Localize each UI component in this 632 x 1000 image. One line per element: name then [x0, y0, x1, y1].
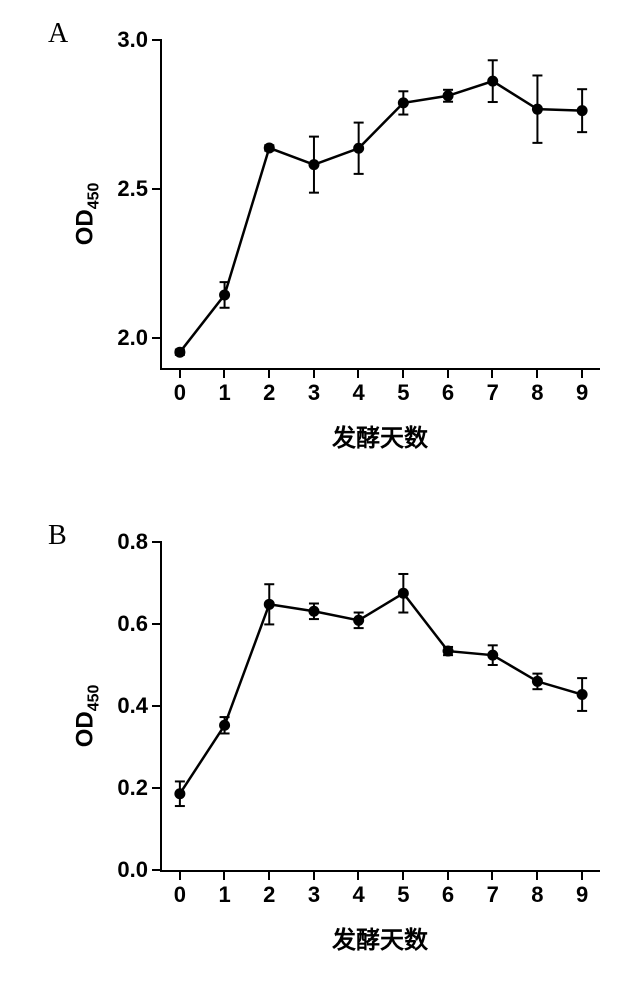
x-tick-label: 4 [353, 380, 365, 406]
y-axis-label-b: OD450 [71, 685, 103, 748]
x-tick [402, 368, 404, 378]
x-tick-label: 2 [263, 882, 275, 908]
x-tick-label: 0 [174, 882, 186, 908]
data-marker [308, 606, 319, 617]
data-marker [532, 676, 543, 687]
data-marker [174, 788, 185, 799]
x-tick-label: 3 [308, 882, 320, 908]
x-tick-label: 5 [397, 882, 409, 908]
panel-label-b: B [48, 520, 67, 552]
x-tick-label: 2 [263, 380, 275, 406]
x-tick [491, 368, 493, 378]
y-tick [152, 705, 162, 707]
x-tick [179, 368, 181, 378]
x-tick [491, 870, 493, 880]
x-tick-label: 9 [576, 882, 588, 908]
y-tick [152, 869, 162, 871]
x-tick [223, 368, 225, 378]
x-tick [447, 368, 449, 378]
y-tick-label: 2.5 [117, 176, 148, 202]
x-tick [357, 870, 359, 880]
data-marker [353, 615, 364, 626]
y-tick [152, 623, 162, 625]
data-marker [487, 76, 498, 87]
y-tick [152, 541, 162, 543]
x-tick-label: 4 [353, 882, 365, 908]
x-tick-label: 6 [442, 882, 454, 908]
y-axis-label-a-main: OD [71, 209, 98, 245]
data-marker [353, 143, 364, 154]
data-marker [219, 720, 230, 731]
data-line [180, 81, 582, 352]
y-axis-label-a: OD450 [71, 183, 103, 246]
y-tick-label: 0.8 [117, 529, 148, 555]
x-tick [179, 870, 181, 880]
x-tick [581, 870, 583, 880]
x-tick [447, 870, 449, 880]
y-axis-label-b-main: OD [71, 711, 98, 747]
data-line [180, 593, 582, 793]
data-marker [532, 104, 543, 115]
y-tick [152, 337, 162, 339]
data-marker [308, 159, 319, 170]
data-layer-a [162, 40, 602, 370]
data-marker [219, 289, 230, 300]
y-tick-label: 3.0 [117, 27, 148, 53]
x-tick [313, 870, 315, 880]
y-tick-label: 0.0 [117, 857, 148, 883]
data-layer-b [162, 542, 602, 872]
plot-area-a: 2.02.53.00123456789 [160, 40, 600, 370]
x-tick-label: 8 [531, 882, 543, 908]
x-tick [268, 870, 270, 880]
data-marker [398, 97, 409, 108]
data-marker [577, 689, 588, 700]
x-tick [536, 870, 538, 880]
data-marker [577, 105, 588, 116]
x-tick-label: 5 [397, 380, 409, 406]
chart-panel-b: B 0.00.20.40.60.80123456789 OD450 发酵天数 [40, 520, 600, 990]
y-axis-label-a-sub: 450 [85, 183, 102, 210]
data-marker [398, 588, 409, 599]
y-tick [152, 39, 162, 41]
panel-label-a: A [48, 18, 68, 50]
x-tick-label: 3 [308, 380, 320, 406]
x-tick-label: 6 [442, 380, 454, 406]
x-tick-label: 1 [218, 380, 230, 406]
x-tick [581, 368, 583, 378]
x-tick-label: 1 [218, 882, 230, 908]
x-tick [357, 368, 359, 378]
x-tick-label: 7 [487, 882, 499, 908]
y-tick [152, 188, 162, 190]
y-tick-label: 2.0 [117, 325, 148, 351]
plot-area-b: 0.00.20.40.60.80123456789 [160, 542, 600, 872]
data-marker [174, 347, 185, 358]
x-tick [402, 870, 404, 880]
data-marker [443, 646, 454, 657]
y-tick-label: 0.2 [117, 775, 148, 801]
x-tick [268, 368, 270, 378]
x-tick-label: 9 [576, 380, 588, 406]
data-marker [487, 650, 498, 661]
x-tick [313, 368, 315, 378]
y-axis-label-b-sub: 450 [85, 685, 102, 712]
x-tick [536, 368, 538, 378]
y-tick-label: 0.6 [117, 611, 148, 637]
y-tick [152, 787, 162, 789]
x-axis-label-b: 发酵天数 [332, 920, 428, 955]
x-axis-label-a: 发酵天数 [332, 418, 428, 453]
y-tick-label: 0.4 [117, 693, 148, 719]
x-tick [223, 870, 225, 880]
x-tick-label: 0 [174, 380, 186, 406]
data-marker [443, 90, 454, 101]
x-tick-label: 8 [531, 380, 543, 406]
x-tick-label: 7 [487, 380, 499, 406]
data-marker [264, 599, 275, 610]
data-marker [264, 142, 275, 153]
chart-panel-a: A 2.02.53.00123456789 OD450 发酵天数 [40, 18, 600, 488]
